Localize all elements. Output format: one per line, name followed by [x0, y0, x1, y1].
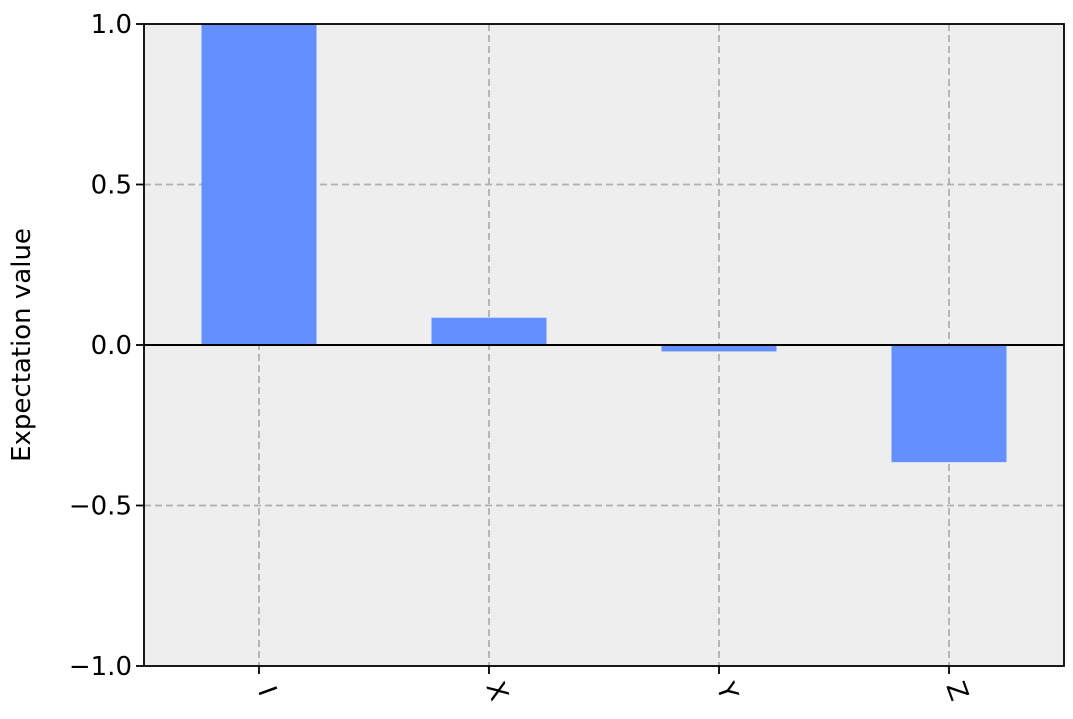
bar-i — [201, 24, 317, 345]
y-axis-ticks: 1.0 0.5 0.0 −0.5 −1.0 — [69, 10, 144, 682]
y-tick-label: 1.0 — [91, 10, 132, 40]
x-tick-label: Y — [709, 678, 743, 704]
x-tick-label: X — [479, 678, 513, 705]
y-tick-label: 0.0 — [91, 331, 132, 361]
y-tick-label: −0.5 — [69, 492, 132, 522]
bars — [201, 24, 1007, 463]
bar-y — [661, 345, 777, 352]
x-tick-label: Z — [939, 678, 973, 705]
bar-x — [431, 317, 547, 345]
y-axis-title: Expectation value — [7, 228, 37, 462]
y-tick-label: −1.0 — [69, 652, 132, 682]
x-tick-label: I — [251, 683, 282, 700]
bar-z — [891, 345, 1007, 463]
y-tick-label: 0.5 — [91, 171, 132, 201]
